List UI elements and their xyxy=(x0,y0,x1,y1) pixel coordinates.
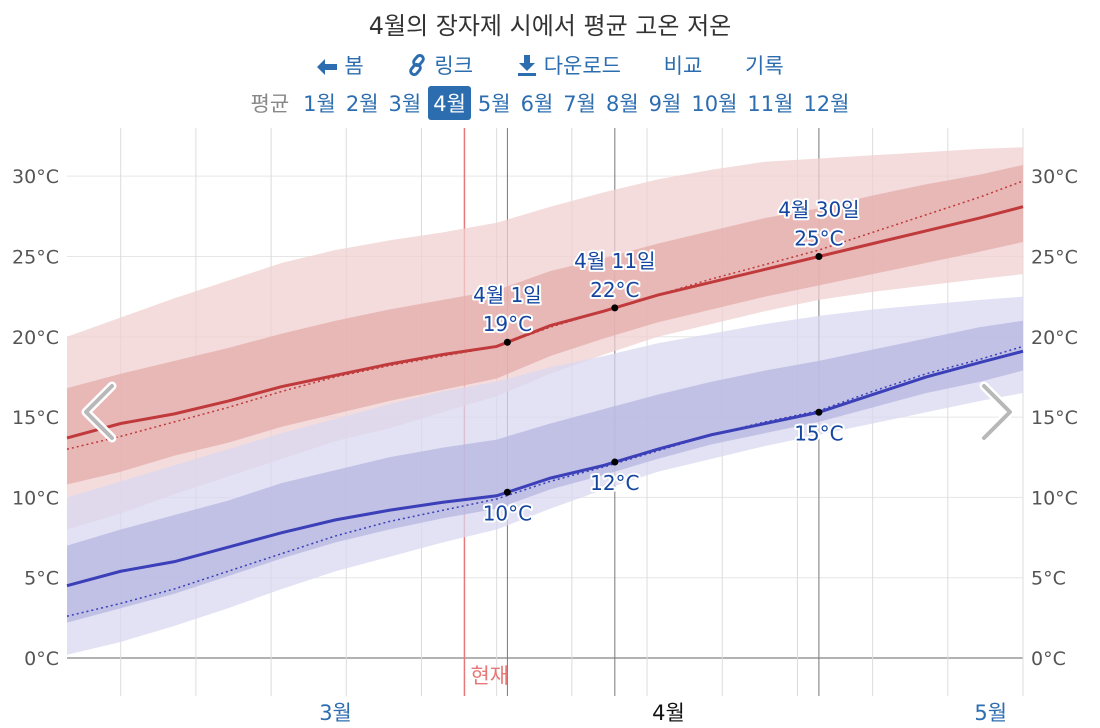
download-label: 다운로드 xyxy=(543,54,621,78)
month-link-10[interactable]: 10월 xyxy=(691,92,738,116)
chart-nav: 봄 링크 다운로드 비교 기록 xyxy=(0,50,1100,80)
month-link-7[interactable]: 7월 xyxy=(563,92,596,116)
bands xyxy=(67,147,1023,655)
history-button[interactable]: 기록 xyxy=(745,54,784,78)
annotation-value-label: 15°C xyxy=(794,421,843,445)
month-link-8[interactable]: 8월 xyxy=(605,92,639,116)
y-tick-label-right: 30°C xyxy=(1031,166,1078,188)
axes: 0°C 0°C 5°C 5°C 10°C 10°C 15°C 15°C 20°C 20°C 25°C… xyxy=(12,166,1078,725)
y-tick-label-right: 10°C xyxy=(1031,487,1078,509)
annotation-value-label: 22°C xyxy=(590,278,639,302)
annotation-dot xyxy=(611,458,619,466)
annotation-dot xyxy=(611,304,619,312)
x-month-label[interactable]: 4월 xyxy=(652,701,685,725)
month-link-11[interactable]: 11월 xyxy=(747,92,794,116)
high-band-25-75 xyxy=(67,164,1023,485)
prev-arrow[interactable] xyxy=(81,381,117,443)
y-tick-label-left: 10°C xyxy=(12,487,59,509)
month-selector-label: 평균 xyxy=(250,92,290,116)
next-arrow[interactable] xyxy=(979,381,1015,443)
annotation-dot xyxy=(815,408,823,416)
annotation-value-label: 19°C xyxy=(483,312,532,336)
series-lines xyxy=(66,180,1024,617)
chart-title: 4월의 장자제 시에서 평균 고온 저온 xyxy=(368,12,732,40)
month-link-12[interactable]: 12월 xyxy=(803,92,850,116)
download-icon xyxy=(517,55,536,76)
y-tick-label-right: 0°C xyxy=(1031,648,1066,670)
annotation-date-label: 4월 1일 xyxy=(473,283,542,307)
annotation-date-label: 4월 30일 xyxy=(778,197,859,221)
annotation-value-label: 12°C xyxy=(590,471,639,495)
high-mean-line xyxy=(66,205,1024,440)
annotation-dot xyxy=(503,488,511,496)
y-tick-label-left: 30°C xyxy=(12,166,59,188)
month-link-6[interactable]: 6월 xyxy=(520,92,554,116)
x-month-label[interactable]: 3월 xyxy=(319,701,352,725)
now-label: 현재 xyxy=(470,664,509,688)
month-link-5[interactable]: 5월 xyxy=(477,92,511,116)
y-tick-label-right: 20°C xyxy=(1031,327,1078,349)
annotations: 4월 1일 19°C 4월 11일 22°C 4월 30일 25°C 10°C 12°C 15°… xyxy=(471,195,861,527)
y-tick-label-left: 0°C xyxy=(24,648,59,670)
y-tick-label-left: 5°C xyxy=(24,568,59,590)
link-label: 링크 xyxy=(434,54,474,78)
x-month-label[interactable]: 5월 xyxy=(974,701,1007,725)
y-tick-label-left: 20°C xyxy=(12,327,59,349)
low-band-25-75 xyxy=(67,320,1023,623)
compare-button[interactable]: 비교 xyxy=(663,54,703,78)
annotation-dot xyxy=(503,338,511,346)
month-link-9[interactable]: 9월 xyxy=(648,92,682,116)
month-link-4[interactable]: 4월 xyxy=(428,86,471,120)
annotation-date-label: 4월 11일 xyxy=(574,249,655,273)
y-tick-label-right: 5°C xyxy=(1031,568,1066,590)
y-tick-label-left: 15°C xyxy=(12,407,59,429)
month-selector: 평균 1월 2월 3월 4월 5월 6월 7월 8월 9월 10월 11월 12월 xyxy=(0,86,1100,120)
annotation-value-label: 10°C xyxy=(483,501,532,525)
arrow-left-icon xyxy=(317,59,338,75)
high-normal-line xyxy=(66,180,1024,450)
download-button[interactable]: 다운로드 xyxy=(516,50,621,80)
link-button[interactable]: 링크 xyxy=(406,50,473,80)
month-link-1[interactable]: 1월 xyxy=(303,92,336,116)
y-tick-label-right: 15°C xyxy=(1031,407,1078,429)
y-tick-label-right: 25°C xyxy=(1031,246,1078,268)
month-link-3[interactable]: 3월 xyxy=(388,92,422,116)
low-mean-line xyxy=(66,349,1024,588)
annotation-dot xyxy=(815,252,823,260)
home-label: 봄 xyxy=(344,54,364,78)
annotation-value-label: 25°C xyxy=(794,226,843,250)
y-tick-label-left: 25°C xyxy=(12,246,59,268)
home-button[interactable]: 봄 xyxy=(316,50,364,80)
month-link-2[interactable]: 2월 xyxy=(345,92,379,116)
link-icon xyxy=(409,53,426,77)
